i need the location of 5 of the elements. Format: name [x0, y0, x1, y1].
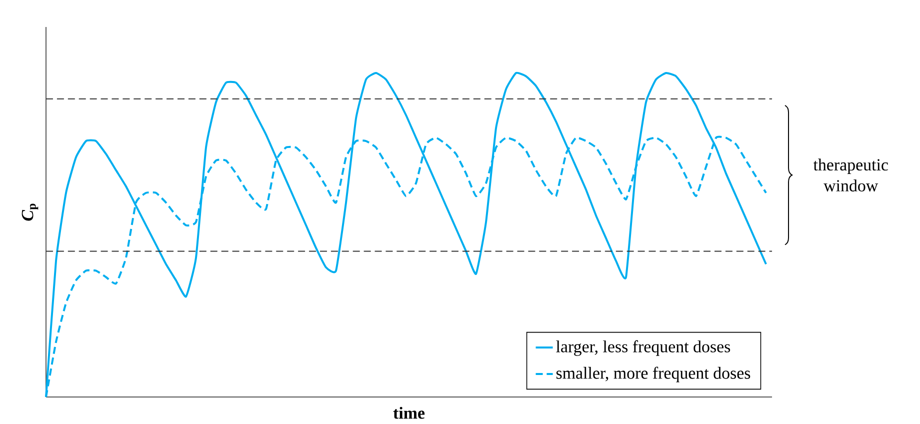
legend-label: smaller, more frequent doses — [556, 366, 750, 382]
text: therapeutic window — [813, 158, 888, 192]
x-axis-title: time — [393, 406, 425, 419]
y-axis-title: C$_{p}$ — [22, 204, 38, 221]
legend-label: larger, less frequent doses — [556, 340, 730, 356]
